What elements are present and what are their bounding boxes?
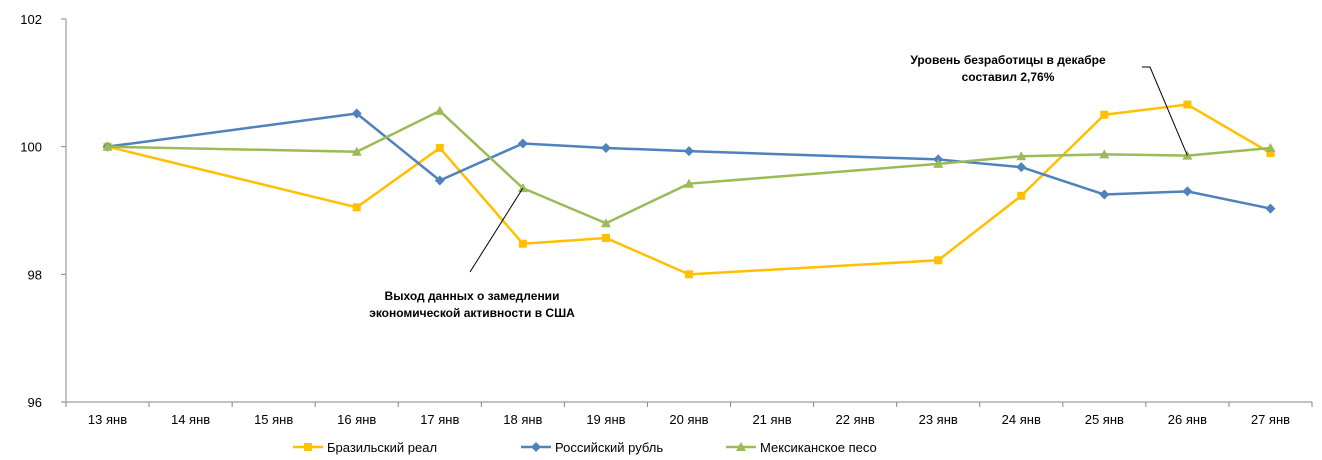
data-point xyxy=(1183,100,1192,109)
legend-marker xyxy=(736,442,746,451)
annotation-us-activity: Выход данных о замедлении экономической а… xyxy=(369,187,575,320)
annotation-leader-line xyxy=(1142,66,1188,156)
data-point xyxy=(1266,149,1275,158)
data-point xyxy=(351,108,362,119)
data-point xyxy=(434,175,445,186)
legend-marker xyxy=(304,443,312,451)
data-point xyxy=(1016,151,1027,161)
data-point xyxy=(1016,162,1027,173)
y-tick-label: 98 xyxy=(28,267,42,282)
annotation-text: составил 2,76% xyxy=(962,70,1055,84)
data-point xyxy=(601,233,610,242)
x-tick-label: 21 янв xyxy=(752,412,791,427)
data-point xyxy=(102,141,113,151)
data-point xyxy=(600,142,611,153)
data-point xyxy=(685,270,693,279)
y-tick-label: 100 xyxy=(20,140,42,155)
annotation-layer: Уровень безработицы в декабре составил 2,… xyxy=(369,53,1188,320)
data-point xyxy=(351,146,362,156)
x-tick-label: 23 янв xyxy=(919,412,958,427)
legend-marker xyxy=(531,442,541,452)
axes: 96 98 100 102 13 янв 14 янв 15 янв 16 янв 17 янв… xyxy=(20,12,1313,427)
annotation-text: Уровень безработицы в декабре xyxy=(910,53,1106,67)
data-point xyxy=(934,256,943,265)
x-tick-label: 27 янв xyxy=(1251,412,1290,427)
data-point xyxy=(1265,203,1276,214)
data-point xyxy=(1182,186,1193,197)
series-2 xyxy=(102,105,1276,228)
data-point xyxy=(1017,191,1026,200)
x-tick-label: 15 янв xyxy=(254,412,293,427)
x-tick-label: 26 янв xyxy=(1168,412,1207,427)
series-line xyxy=(107,112,1271,210)
data-point xyxy=(1100,110,1109,119)
annotation-unemployment: Уровень безработицы в декабре составил 2,… xyxy=(910,53,1188,156)
data-point xyxy=(600,218,611,228)
data-point xyxy=(517,138,528,149)
x-tick-label: 22 янв xyxy=(836,412,875,427)
x-tick-label: 18 янв xyxy=(503,412,542,427)
legend-item-2: Мексиканское песо xyxy=(726,440,877,455)
data-point xyxy=(435,143,444,152)
legend-label: Мексиканское песо xyxy=(760,440,877,455)
x-tick-label: 24 янв xyxy=(1002,412,1041,427)
data-point xyxy=(684,178,694,188)
x-tick-label: 14 янв xyxy=(171,412,210,427)
series-line xyxy=(107,109,1271,225)
data-point xyxy=(1099,149,1110,159)
data-point xyxy=(1265,142,1276,152)
legend-label: Бразильский реал xyxy=(327,440,437,455)
y-tick-label: 102 xyxy=(20,12,42,27)
data-point xyxy=(1099,189,1110,200)
x-tick-label: 17 янв xyxy=(420,412,459,427)
x-tick-label: 20 янв xyxy=(669,412,708,427)
data-point xyxy=(518,239,527,248)
legend-item-1: Российский рубль xyxy=(521,440,663,455)
data-point xyxy=(517,183,528,193)
data-point xyxy=(352,203,361,212)
data-point xyxy=(434,105,445,115)
annotation-leader-line xyxy=(469,187,524,273)
annotation-text: экономической активности в США xyxy=(369,306,575,320)
series-0 xyxy=(103,100,1275,279)
x-tick-label: 19 янв xyxy=(586,412,625,427)
series-layer xyxy=(102,100,1276,279)
y-tick-label: 96 xyxy=(28,395,42,410)
legend: Бразильский реал Российский рубль Мексикан… xyxy=(293,440,877,455)
series-1 xyxy=(102,108,1276,214)
annotation-text: Выход данных о замедлении xyxy=(385,289,560,303)
data-point xyxy=(933,158,944,168)
x-tick-label: 13 янв xyxy=(88,412,127,427)
legend-item-0: Бразильский реал xyxy=(293,440,437,455)
legend-label: Российский рубль xyxy=(555,440,663,455)
x-tick-label: 25 янв xyxy=(1085,412,1124,427)
series-line xyxy=(107,103,1272,276)
data-point xyxy=(684,146,694,157)
x-tick-label: 16 янв xyxy=(337,412,376,427)
